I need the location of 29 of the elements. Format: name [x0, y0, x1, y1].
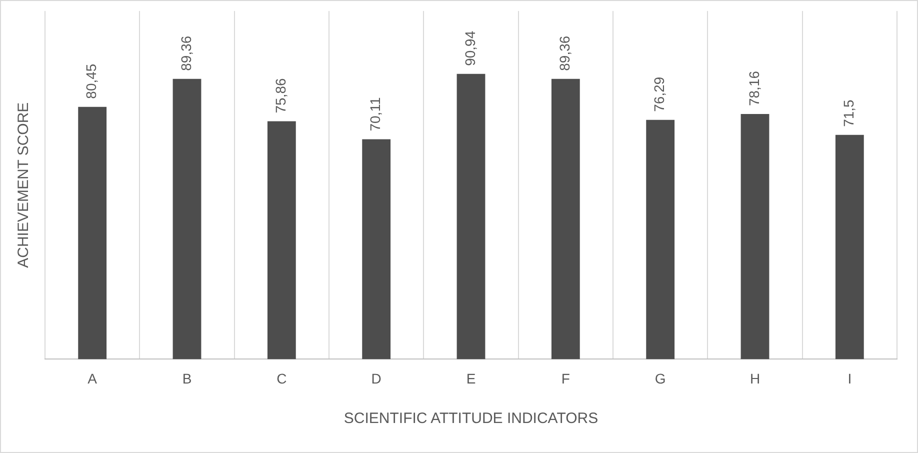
data-label: 90,94: [462, 30, 478, 66]
data-label: 75,86: [272, 78, 289, 114]
x-tick-label: I: [848, 370, 852, 386]
y-axis-title: ACHIEVEMENT SCORE: [15, 102, 32, 268]
x-tick-label: F: [561, 370, 570, 386]
x-tick-label: C: [276, 370, 287, 386]
data-label: 71,5: [840, 99, 857, 127]
data-label: 80,45: [83, 64, 100, 99]
x-axis-title: SCIENTIFIC ATTITUDE INDICATORS: [344, 410, 598, 428]
bar: [551, 78, 580, 360]
bar: [78, 106, 107, 360]
data-label: 76,29: [651, 76, 668, 112]
bar: [835, 134, 864, 360]
bar: [456, 74, 486, 360]
x-tick-label: D: [371, 370, 382, 386]
x-tick-label: A: [88, 370, 98, 386]
bar: [267, 121, 296, 360]
data-label: 89,36: [556, 36, 573, 71]
bar: [172, 78, 202, 360]
data-label: 89,36: [178, 36, 194, 71]
x-tick-label: B: [182, 370, 192, 386]
x-tick-label: H: [750, 370, 760, 386]
bar: [362, 139, 391, 360]
data-label: 78,16: [746, 70, 762, 106]
bar: [646, 120, 675, 360]
x-tick-label: E: [466, 370, 476, 386]
data-label: 70,11: [367, 97, 384, 132]
x-tick-label: G: [654, 370, 666, 386]
bar: [740, 114, 770, 360]
